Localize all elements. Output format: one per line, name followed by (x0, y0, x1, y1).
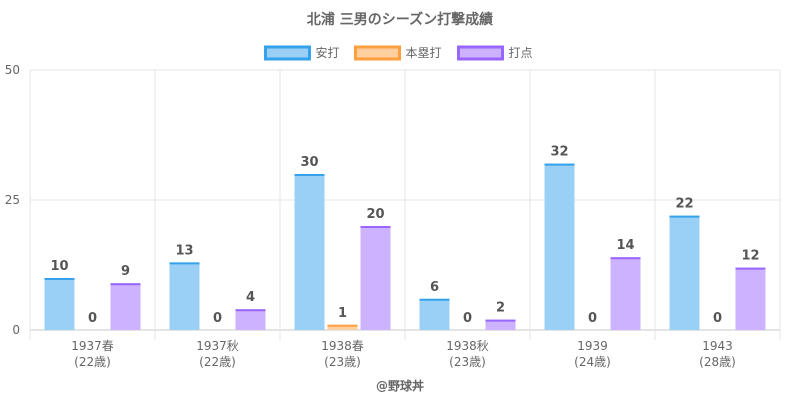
legend-swatch (354, 45, 401, 61)
bar (327, 324, 358, 330)
data-label: 0 (588, 311, 597, 326)
data-label: 22 (675, 197, 693, 212)
x-tick-label: 1938春 (321, 339, 364, 353)
x-tick-label: (24歳) (574, 355, 611, 369)
bar (110, 283, 141, 330)
legend-item-1[interactable]: 本塁打 (354, 45, 442, 61)
data-label: 13 (175, 243, 193, 258)
x-tick-label: 1939 (577, 339, 608, 353)
legend-label: 本塁打 (406, 46, 442, 60)
data-label: 1 (338, 306, 347, 321)
bar (294, 174, 325, 330)
x-tick-label: (22歳) (74, 355, 111, 369)
data-label: 30 (300, 155, 318, 170)
chart-title: 北浦 三男のシーズン打撃成績 (307, 11, 493, 28)
data-label: 32 (550, 145, 568, 160)
bar (419, 298, 450, 330)
legend-swatch (264, 45, 311, 61)
bar (735, 267, 766, 330)
legend-label: 打点 (509, 46, 533, 60)
x-tick-label: 1938秋 (446, 339, 489, 353)
x-tick-label: 1937春 (71, 339, 114, 353)
x-tick-label: (23歳) (449, 355, 486, 369)
bar (235, 309, 266, 330)
legend-item-0[interactable]: 安打 (264, 45, 340, 61)
x-axis: 1937春 (22歳) 1937秋 (22歳) 1938春 (23歳) 1938秋 (23歳)… (71, 339, 736, 369)
data-label: 0 (213, 311, 222, 326)
data-labels: 10 0 9 13 0 4 30 1 20 6 0 2 32 0 14 22 0 12 (50, 145, 759, 326)
bar (360, 226, 391, 330)
x-tick-label: 1943 (702, 339, 733, 353)
y-tick-label: 0 (12, 323, 20, 337)
legend[interactable]: 安打 本塁打 打点 (264, 45, 533, 61)
y-tick-label: 50 (5, 63, 20, 77)
x-tick-label: (23歳) (324, 355, 361, 369)
legend-label: 安打 (316, 45, 340, 60)
data-label: 0 (463, 311, 472, 326)
data-label: 2 (496, 301, 505, 316)
x-tick-label: (28歳) (699, 355, 736, 369)
bar (669, 215, 700, 330)
data-label: 10 (50, 259, 68, 274)
data-label: 0 (88, 311, 97, 326)
bar (544, 163, 575, 330)
bar (44, 278, 75, 330)
x-tick-label: (22歳) (199, 355, 236, 369)
y-tick-label: 25 (5, 193, 20, 207)
y-axis: 0 25 50 (5, 63, 20, 337)
legend-item-2[interactable]: 打点 (457, 45, 533, 61)
grid (29, 69, 781, 340)
data-label: 14 (616, 238, 634, 253)
data-label: 6 (430, 280, 439, 295)
data-label: 12 (741, 249, 759, 264)
data-label: 0 (713, 311, 722, 326)
bar (485, 319, 516, 330)
legend-swatch (457, 45, 504, 61)
data-label: 20 (366, 207, 384, 222)
footer-credit: @野球丼 (376, 378, 424, 393)
bar (610, 257, 641, 330)
x-tick-label: 1937秋 (196, 339, 239, 353)
data-label: 9 (121, 264, 130, 279)
bars (44, 163, 766, 330)
bar (169, 262, 200, 330)
data-label: 4 (246, 290, 255, 305)
